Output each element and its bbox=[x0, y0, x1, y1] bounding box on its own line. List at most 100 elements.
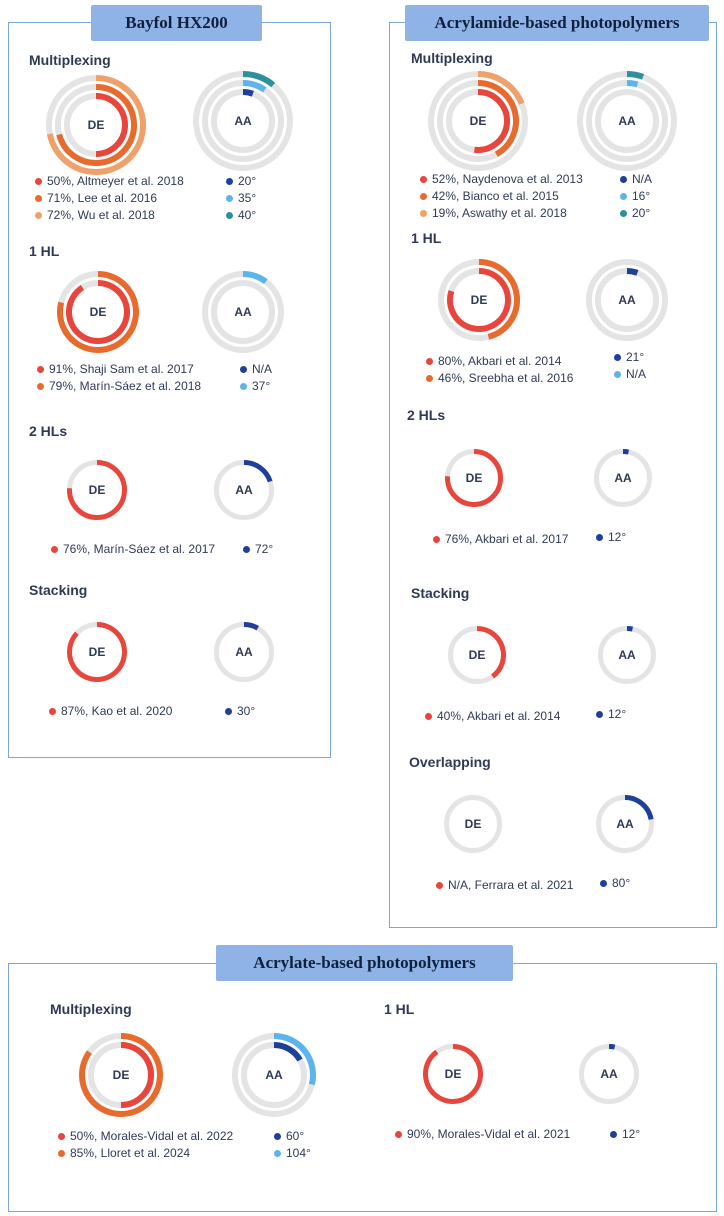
legend-label: 46%, Sreebha et al. 2016 bbox=[438, 371, 574, 385]
legend-dot bbox=[243, 546, 250, 553]
chart-aa-acrylamide-stacking: AA bbox=[598, 626, 656, 684]
de-center-label: DE bbox=[469, 648, 486, 662]
legend-dot bbox=[610, 1131, 617, 1138]
chart-de-acrylate-1hl: DE bbox=[423, 1044, 483, 1104]
legend-dot bbox=[433, 536, 440, 543]
chart-de-acrylamide-1hl: DE bbox=[438, 259, 521, 341]
legend-aa: 12° bbox=[610, 1126, 640, 1143]
legend-label: N/A, Ferrara et al. 2021 bbox=[448, 878, 574, 892]
legend-label: 72%, Wu et al. 2018 bbox=[47, 208, 155, 222]
legend-de: 91%, Shaji Sam et al. 2017 79%, Marín-Sáe… bbox=[37, 361, 201, 395]
chart-aa-bayfol-1hl: AA bbox=[202, 271, 284, 353]
de-ring-arc bbox=[67, 460, 127, 520]
legend-dot bbox=[436, 882, 443, 889]
legend-item: 20° bbox=[620, 205, 650, 222]
legend-label: 35° bbox=[238, 191, 257, 205]
chart-de-bayfol-1hl: DE bbox=[57, 271, 139, 353]
de-ring-arc bbox=[445, 449, 503, 507]
aa-center-label: AA bbox=[618, 293, 636, 307]
aa-ring-arc bbox=[622, 449, 630, 455]
legend-dot bbox=[614, 354, 621, 361]
legend-label: N/A bbox=[626, 367, 647, 381]
aa-center-label: AA bbox=[618, 114, 636, 128]
legend-label: 40%, Akbari et al. 2014 bbox=[437, 709, 561, 723]
panel-title-acrylamide: Acrylamide-based photopolymers bbox=[405, 5, 709, 41]
legend-de: 76%, Akbari et al. 2017 bbox=[433, 531, 568, 548]
de-center-label: DE bbox=[113, 1068, 130, 1082]
legend-item: 79%, Marín-Sáez et al. 2018 bbox=[37, 378, 201, 395]
chart-aa-bayfol-stacking: AA bbox=[214, 621, 274, 682]
legend-label: 12° bbox=[622, 1127, 641, 1141]
panel-acrylamide bbox=[389, 22, 717, 928]
ring-track bbox=[586, 259, 668, 341]
legend-dot bbox=[35, 195, 42, 202]
de-ring-arc bbox=[476, 626, 506, 679]
legend-dot bbox=[240, 366, 247, 373]
legend-dot bbox=[226, 178, 233, 185]
legend-label: 85%, Lloret et al. 2024 bbox=[70, 1146, 191, 1160]
chart-aa-acrylamide-1hl: AA bbox=[586, 259, 668, 341]
legend-item: 85%, Lloret et al. 2024 bbox=[58, 1145, 190, 1162]
legend-item: 12° bbox=[610, 1126, 640, 1143]
legend-label: 21° bbox=[626, 350, 645, 364]
de-ring-arc bbox=[478, 259, 521, 340]
chart-aa-acrylamide-multiplexing: AA bbox=[577, 71, 677, 171]
aa-ring-arc bbox=[242, 71, 276, 88]
ring-track bbox=[444, 795, 502, 853]
legend-item: 46%, Sreebha et al. 2016 bbox=[426, 370, 573, 387]
ring-track bbox=[211, 280, 275, 344]
legend-dot bbox=[37, 383, 44, 390]
section-title: Multiplexing bbox=[411, 50, 493, 66]
aa-ring-arc bbox=[626, 626, 634, 632]
de-ring-arc bbox=[477, 80, 519, 157]
legend-aa: 60° 104° bbox=[274, 1128, 311, 1162]
legend-item: 104° bbox=[274, 1145, 311, 1162]
legend-item: 76%, Marín-Sáez et al. 2017 bbox=[51, 541, 215, 558]
chart-de-acrylamide-stacking: DE bbox=[448, 626, 506, 684]
section-title: 1 HL bbox=[29, 243, 60, 259]
legend-dot bbox=[49, 708, 56, 715]
panel-acrylate bbox=[8, 963, 717, 1212]
legend-item: 37° bbox=[240, 378, 270, 395]
legend-label: 76%, Akbari et al. 2017 bbox=[445, 532, 569, 546]
section-title: 1 HL bbox=[384, 1001, 415, 1017]
legend-dot bbox=[225, 708, 232, 715]
legend-label: 90%, Morales-Vidal et al. 2021 bbox=[407, 1127, 571, 1141]
legend-dot bbox=[620, 210, 627, 217]
legend-dot bbox=[420, 193, 427, 200]
legend-item: 50%, Altmeyer et al. 2018 bbox=[35, 173, 184, 190]
legend-item: 52%, Naydenova et al. 2013 bbox=[420, 171, 583, 188]
chart-de-acrylamide-overlapping: DE bbox=[444, 795, 502, 853]
legend-de: 90%, Morales-Vidal et al. 2021 bbox=[395, 1126, 570, 1143]
legend-item: 72%, Wu et al. 2018 bbox=[35, 207, 155, 224]
legend-dot bbox=[620, 193, 627, 200]
de-center-label: DE bbox=[466, 471, 483, 485]
legend-aa: 12° bbox=[596, 706, 626, 723]
legend-aa: N/A 16° 20° bbox=[620, 171, 652, 222]
legend-label: 72° bbox=[255, 542, 274, 556]
aa-center-label: AA bbox=[600, 1067, 618, 1081]
legend-item: 80%, Akbari et al. 2014 bbox=[426, 353, 561, 370]
chart-de-bayfol-multiplexing: DE bbox=[46, 75, 146, 175]
aa-center-label: AA bbox=[234, 114, 252, 128]
legend-dot bbox=[58, 1150, 65, 1157]
legend-dot bbox=[58, 1133, 65, 1140]
legend-item: 19%, Aswathy et al. 2018 bbox=[420, 205, 567, 222]
section-title: Stacking bbox=[411, 585, 470, 601]
legend-de: 76%, Marín-Sáez et al. 2017 bbox=[51, 541, 215, 558]
de-ring-arc bbox=[56, 84, 137, 166]
de-center-label: DE bbox=[445, 1067, 462, 1081]
legend-de: 52%, Naydenova et al. 2013 42%, Bianco et… bbox=[420, 171, 583, 222]
de-ring-arc bbox=[79, 1033, 163, 1117]
legend-label: 42%, Bianco et al. 2015 bbox=[432, 189, 559, 203]
legend-dot bbox=[35, 178, 42, 185]
chart-aa-bayfol-2hl: AA bbox=[214, 460, 274, 520]
legend-dot bbox=[395, 1131, 402, 1138]
legend-dot bbox=[426, 358, 433, 365]
legend-item: 12° bbox=[596, 706, 626, 723]
legend-label: 79%, Marín-Sáez et al. 2018 bbox=[49, 379, 202, 393]
legend-label: N/A bbox=[632, 172, 653, 186]
de-ring-arc bbox=[423, 1044, 483, 1104]
legend-de: 50%, Morales-Vidal et al. 2022 85%, Llore… bbox=[58, 1128, 233, 1162]
legend-label: 52%, Naydenova et al. 2013 bbox=[432, 172, 583, 186]
